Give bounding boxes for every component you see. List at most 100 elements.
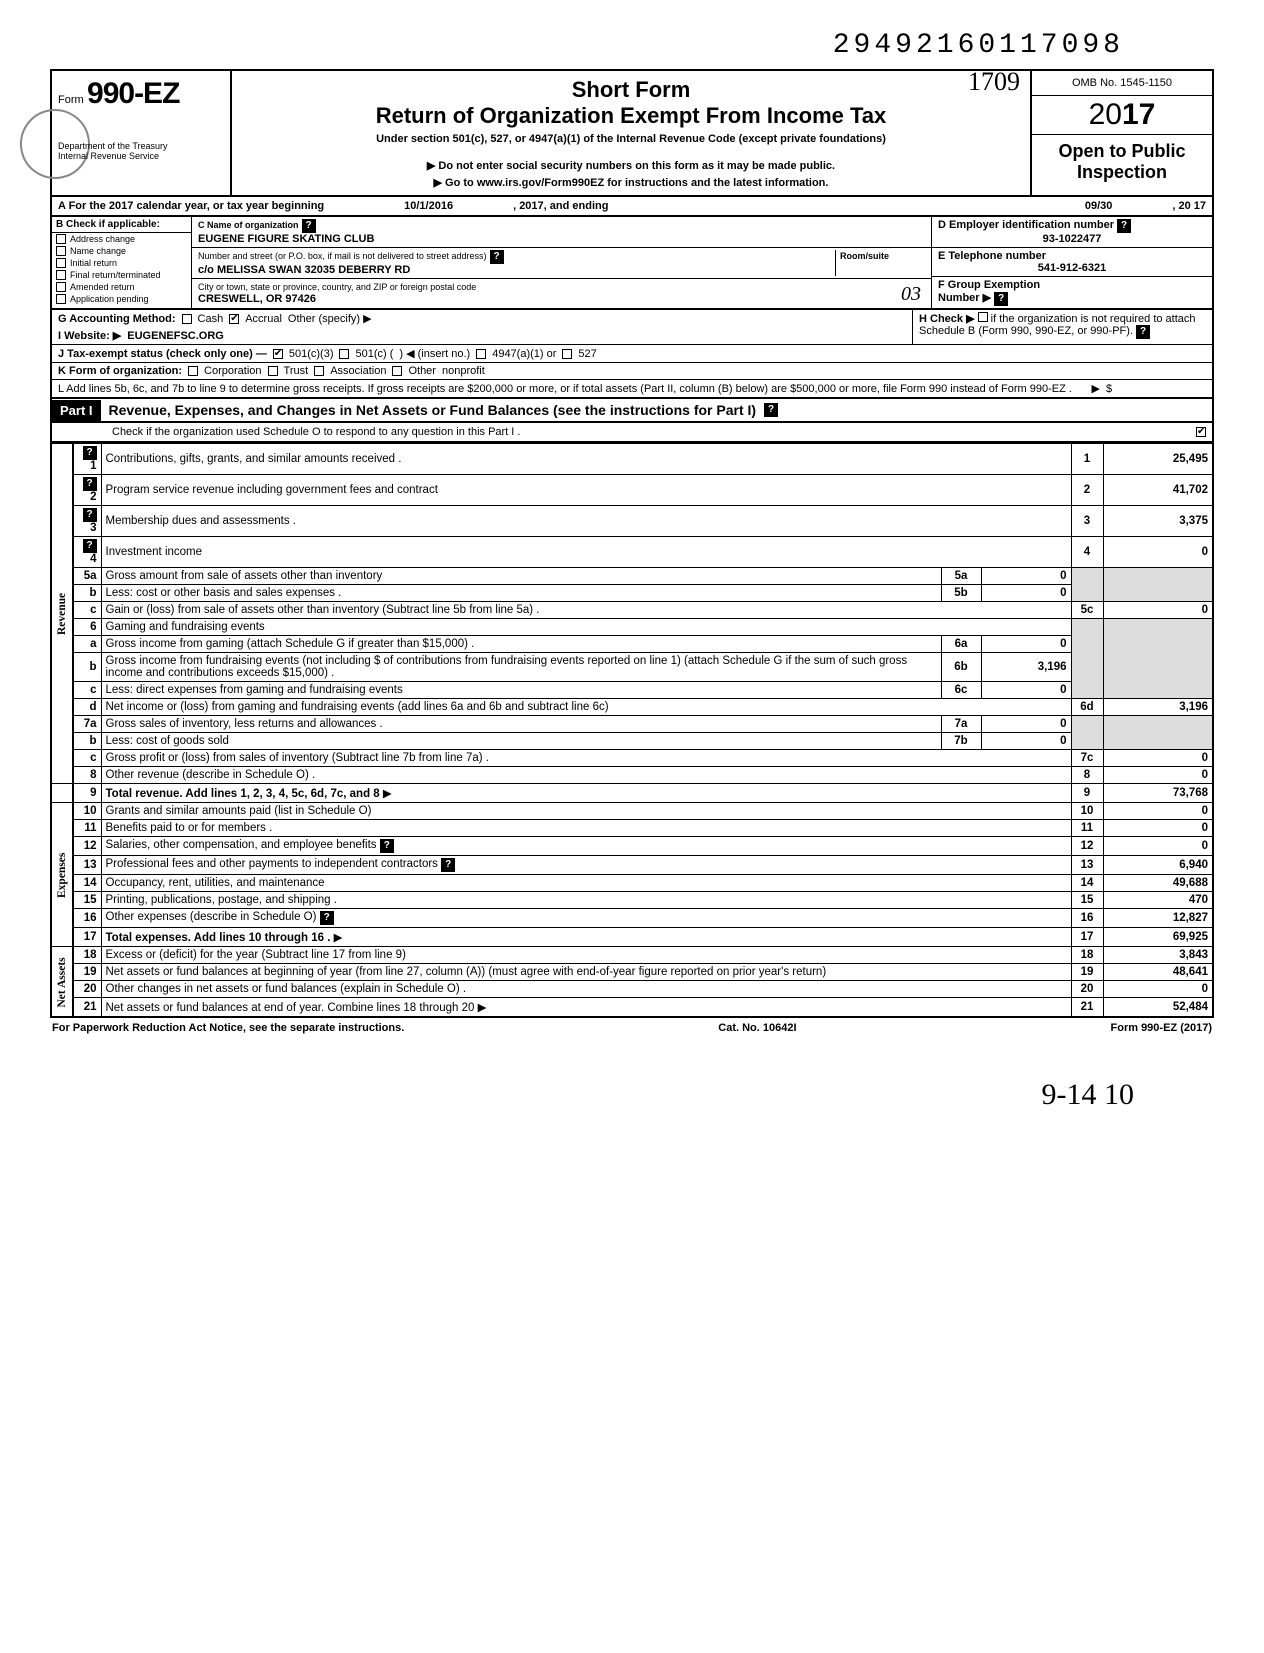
title-short: Short Form: [242, 77, 1020, 103]
chk-cash[interactable]: [182, 314, 192, 324]
chk-trust[interactable]: [268, 366, 278, 376]
b5c: 5c: [1071, 602, 1103, 619]
chk-scheduleo[interactable]: [1196, 427, 1206, 437]
chk-amended[interactable]: [56, 282, 66, 292]
form-prefix: Form: [58, 94, 84, 106]
help-icon[interactable]: ?: [764, 403, 778, 417]
help-icon[interactable]: ?: [1136, 325, 1150, 339]
help-icon[interactable]: ?: [380, 839, 394, 853]
opt-other: Other (specify) ▶: [288, 312, 372, 325]
omb-number: OMB No. 1545-1150: [1032, 71, 1212, 96]
l-text: L Add lines 5b, 6c, and 7b to line 9 to …: [58, 383, 1086, 395]
f-label2: Number ▶: [938, 292, 991, 304]
a11: 0: [1103, 820, 1213, 837]
row-a-tax-year: A For the 2017 calendar year, or tax yea…: [50, 197, 1214, 217]
help-icon[interactable]: ?: [83, 508, 97, 522]
street-label: Number and street (or P.O. box, if mail …: [198, 251, 486, 261]
n6b: b: [73, 653, 101, 682]
col-c: C Name of organization ? EUGENE FIGURE S…: [192, 217, 932, 308]
b12: 12: [1071, 837, 1103, 856]
sa5a: 0: [981, 568, 1071, 585]
help-icon[interactable]: ?: [83, 539, 97, 553]
col-b-header: B Check if applicable:: [52, 217, 191, 233]
d5b: Less: cost or other basis and sales expe…: [101, 585, 941, 602]
sl6c: 6c: [941, 682, 981, 699]
chk-corp[interactable]: [188, 366, 198, 376]
chk-assoc[interactable]: [314, 366, 324, 376]
d8: Other revenue (describe in Schedule O) .: [101, 767, 1071, 784]
b2: 2: [1071, 475, 1103, 506]
n7c: c: [73, 750, 101, 767]
help-icon[interactable]: ?: [994, 292, 1008, 306]
b3: 3: [1071, 506, 1103, 537]
lbl-address: Address change: [70, 234, 135, 244]
d-label: D Employer identification number: [938, 219, 1114, 231]
d14: Occupancy, rent, utilities, and maintena…: [101, 875, 1071, 892]
year-bold: 17: [1122, 98, 1155, 131]
chk-pending[interactable]: [56, 294, 66, 304]
n1: 1: [90, 460, 96, 472]
d7a: Gross sales of inventory, less returns a…: [101, 716, 941, 733]
n21: 21: [73, 998, 101, 1018]
e-label: E Telephone number: [938, 250, 1046, 262]
chk-final[interactable]: [56, 270, 66, 280]
j-o2: 501(c) (: [355, 348, 393, 360]
n5b: b: [73, 585, 101, 602]
help-icon[interactable]: ?: [83, 477, 97, 491]
b19: 19: [1071, 964, 1103, 981]
chk-initial[interactable]: [56, 258, 66, 268]
c-name-label: C Name of organization: [198, 220, 299, 230]
chk-name[interactable]: [56, 246, 66, 256]
b18: 18: [1071, 947, 1103, 964]
n16: 16: [73, 909, 101, 928]
chk-4947[interactable]: [476, 349, 486, 359]
d13: Professional fees and other payments to …: [106, 858, 438, 870]
form-header: Form 990-EZ Department of the Treasury I…: [50, 69, 1214, 197]
n7a: 7a: [73, 716, 101, 733]
help-icon[interactable]: ?: [1117, 219, 1131, 233]
n2: 2: [90, 491, 96, 503]
b11: 11: [1071, 820, 1103, 837]
open-public: Open to Public Inspection: [1032, 135, 1212, 189]
chk-scheduleb[interactable]: [978, 312, 988, 322]
chk-other-org[interactable]: [392, 366, 402, 376]
b9: 9: [1071, 784, 1103, 803]
handwritten-bottom: 9-14 10: [1042, 1078, 1135, 1111]
n5a: 5a: [73, 568, 101, 585]
side-revenue: Revenue: [51, 444, 73, 784]
a15: 470: [1103, 892, 1213, 909]
chk-501c[interactable]: [339, 349, 349, 359]
part1-header: Part I Revenue, Expenses, and Changes in…: [50, 399, 1214, 423]
chk-accrual[interactable]: [229, 314, 239, 324]
a19: 48,641: [1103, 964, 1213, 981]
chk-527[interactable]: [562, 349, 572, 359]
chk-501c3[interactable]: [273, 349, 283, 359]
help-icon[interactable]: ?: [320, 911, 334, 925]
help-icon[interactable]: ?: [490, 250, 504, 264]
help-icon[interactable]: ?: [83, 446, 97, 460]
a8: 0: [1103, 767, 1213, 784]
i-label: I Website: ▶: [58, 329, 121, 342]
l-dollar: $: [1106, 383, 1206, 395]
help-icon[interactable]: ?: [441, 858, 455, 872]
chk-address[interactable]: [56, 234, 66, 244]
n19: 19: [73, 964, 101, 981]
sl6a: 6a: [941, 636, 981, 653]
k-o4: Other: [408, 365, 436, 377]
n6: 6: [73, 619, 101, 636]
b21: 21: [1071, 998, 1103, 1018]
d16: Other expenses (describe in Schedule O): [106, 911, 317, 923]
n8: 8: [73, 767, 101, 784]
n20: 20: [73, 981, 101, 998]
footer-right: Form 990-EZ (2017): [1111, 1022, 1213, 1034]
a5c: 0: [1103, 602, 1213, 619]
d19: Net assets or fund balances at beginning…: [101, 964, 1071, 981]
k-tail: nonprofit: [442, 365, 485, 377]
d6: Gaming and fundraising events: [101, 619, 1071, 636]
help-icon[interactable]: ?: [302, 219, 316, 233]
a14: 49,688: [1103, 875, 1213, 892]
n6a: a: [73, 636, 101, 653]
b17: 17: [1071, 928, 1103, 947]
b10: 10: [1071, 803, 1103, 820]
k-o2: Trust: [284, 365, 309, 377]
